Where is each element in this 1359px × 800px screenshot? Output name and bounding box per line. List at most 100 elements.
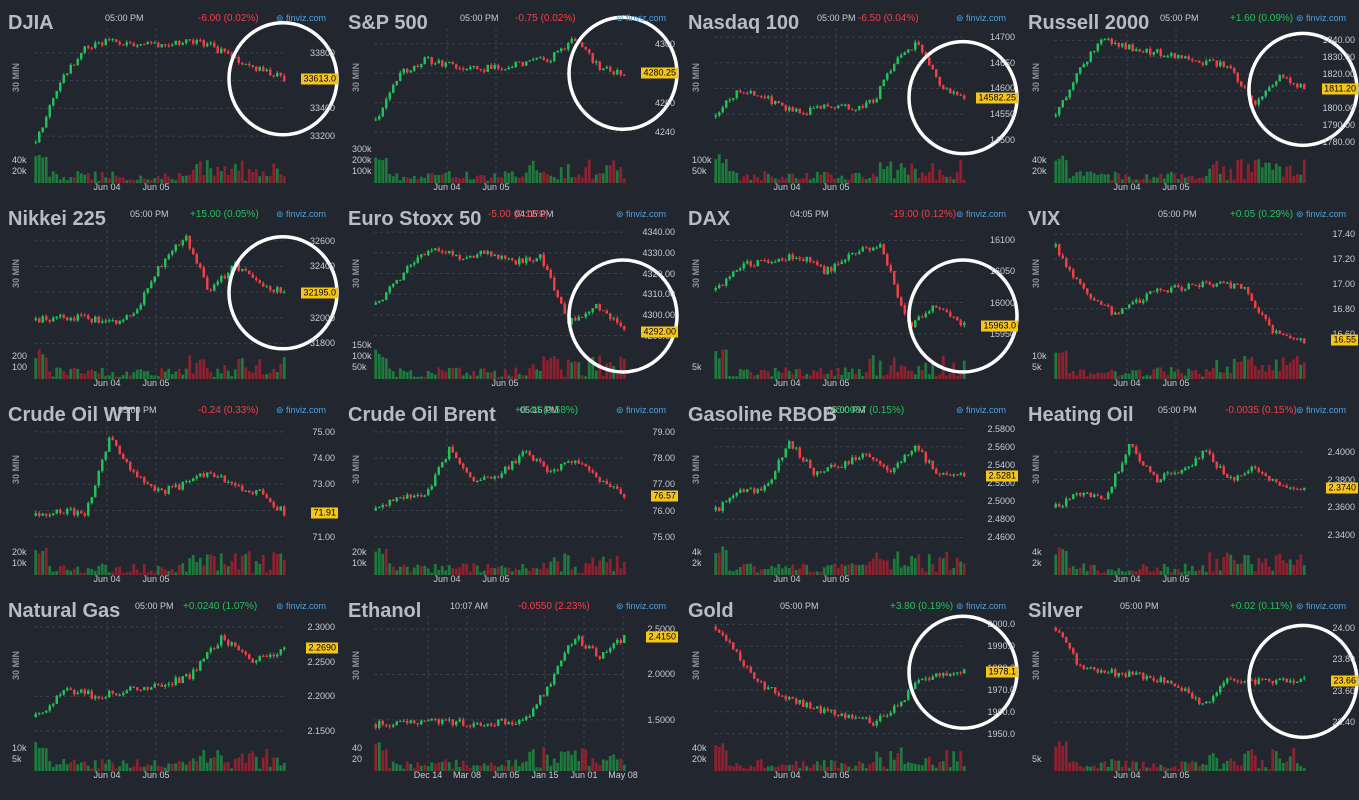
- chart-panel[interactable]: Heating Oil 05:00 PM -0.0035 (0.15%) ⊚ finv…: [1020, 392, 1359, 588]
- candle: [938, 672, 941, 679]
- chart-panel[interactable]: Russell 2000 05:00 PM +1.60 (0.09%) ⊚ finvi…: [1020, 0, 1359, 196]
- volume-bar: [1285, 364, 1289, 379]
- volume-bar: [752, 375, 756, 379]
- volume-bar: [209, 554, 213, 575]
- chart-title[interactable]: VIX: [1028, 208, 1061, 230]
- candle: [223, 633, 226, 642]
- chart-panel[interactable]: Crude Oil Brent 05:16 PM +0.44 (0.58%) ⊚ fi…: [340, 392, 679, 588]
- candle: [819, 704, 822, 715]
- candle: [62, 512, 65, 515]
- finviz-brand-link[interactable]: ⊚ finviz.com: [616, 601, 666, 612]
- candle: [1117, 42, 1120, 49]
- candle: [1173, 683, 1176, 687]
- chart-panel[interactable]: Nasdaq 100 05:00 PM -6.50 (0.04%) ⊚ finviz.…: [680, 0, 1019, 196]
- chart-panel[interactable]: Natural Gas 05:00 PM +0.0240 (1.07%) ⊚ finv…: [0, 588, 339, 784]
- finviz-brand-link[interactable]: ⊚ finviz.com: [1296, 405, 1346, 416]
- chart-panel[interactable]: Silver 05:00 PM +0.02 (0.11%) ⊚ finviz.com 3…: [1020, 588, 1359, 784]
- finviz-brand-link[interactable]: ⊚ finviz.com: [616, 405, 666, 416]
- volume-bar: [875, 552, 879, 575]
- candle: [521, 449, 524, 458]
- candle: [770, 260, 773, 265]
- volume-bar: [58, 764, 62, 771]
- candle: [861, 716, 864, 720]
- chart-title[interactable]: DJIA: [8, 12, 54, 34]
- volume-bar: [1068, 178, 1072, 183]
- chart-title[interactable]: Crude Oil Brent: [348, 404, 496, 426]
- candle: [406, 264, 409, 274]
- chart-panel[interactable]: DJIA 05:00 PM -6.00 (0.02%) ⊚ finviz.com 30 …: [0, 0, 339, 196]
- candle: [602, 480, 605, 483]
- volume-bar: [864, 565, 868, 575]
- chart-title[interactable]: Russell 2000: [1028, 12, 1150, 34]
- finviz-brand-link[interactable]: ⊚ finviz.com: [1296, 13, 1346, 24]
- candle: [115, 39, 118, 43]
- volume-bar: [430, 762, 434, 771]
- chart-title[interactable]: Crude Oil WTI: [8, 404, 141, 426]
- finviz-brand-link[interactable]: ⊚ finviz.com: [956, 209, 1006, 220]
- volume-bar: [556, 179, 560, 183]
- brand-label: finviz.com: [1305, 405, 1346, 415]
- finviz-brand-link[interactable]: ⊚ finviz.com: [1296, 209, 1346, 220]
- chart-title[interactable]: Euro Stoxx 50: [348, 208, 482, 230]
- volume-bar: [391, 371, 395, 379]
- chart-panel[interactable]: Gold 05:00 PM +3.80 (0.19%) ⊚ finviz.com 30 …: [680, 588, 1019, 784]
- chart-panel[interactable]: S&P 500 05:00 PM -0.75 (0.02%) ⊚ finviz.com…: [340, 0, 679, 196]
- chart-panel[interactable]: VIX 05:00 PM +0.05 (0.29%) ⊚ finviz.com 30 M…: [1020, 196, 1359, 392]
- volume-bar: [1127, 570, 1131, 575]
- candle: [188, 234, 191, 251]
- volume-bar: [822, 374, 826, 379]
- candle: [423, 56, 426, 65]
- chart-canvas: [374, 224, 679, 379]
- chart-title[interactable]: Nasdaq 100: [688, 12, 800, 34]
- candle: [714, 113, 717, 119]
- chart-panel[interactable]: Euro Stoxx 50 04:05 PM -5.00 (0.12%) ⊚ finv…: [340, 196, 679, 392]
- candle: [781, 102, 784, 106]
- finviz-brand-link[interactable]: ⊚ finviz.com: [616, 209, 666, 220]
- volume-bar: [1215, 757, 1219, 771]
- candle: [104, 696, 107, 700]
- volume-bar: [763, 171, 767, 183]
- volume-bar: [952, 567, 956, 575]
- chart-title[interactable]: Natural Gas: [8, 600, 121, 622]
- volume-bar: [514, 367, 518, 379]
- chart-title[interactable]: S&P 500: [348, 12, 428, 34]
- candle: [258, 66, 261, 72]
- volume-bar: [44, 156, 48, 183]
- finviz-brand-link[interactable]: ⊚ finviz.com: [956, 13, 1006, 24]
- chart-title[interactable]: Nikkei 225: [8, 208, 106, 230]
- chart-panel[interactable]: DAX 04:05 PM -19.00 (0.12%) ⊚ finviz.com 30 …: [680, 196, 1019, 392]
- volume-bar: [1281, 176, 1285, 183]
- volume-bar: [219, 553, 223, 575]
- volume-bar: [111, 762, 115, 771]
- finviz-brand-link[interactable]: ⊚ finviz.com: [276, 601, 326, 612]
- volume-bar: [612, 160, 616, 183]
- volume-bar: [556, 359, 560, 379]
- chart-title[interactable]: Heating Oil: [1028, 404, 1134, 426]
- candle: [1156, 287, 1159, 294]
- finviz-brand-link[interactable]: ⊚ finviz.com: [276, 405, 326, 416]
- finviz-brand-link[interactable]: ⊚ finviz.com: [1296, 601, 1346, 612]
- chart-panel[interactable]: Crude Oil WTI 05:00 PM -0.24 (0.33%) ⊚ finv…: [0, 392, 339, 588]
- finviz-brand-link[interactable]: ⊚ finviz.com: [956, 601, 1006, 612]
- volume-bar: [808, 179, 812, 183]
- chart-title[interactable]: DAX: [688, 208, 731, 230]
- chart-panel[interactable]: Ethanol 10:07 AM -0.0550 (2.23%) ⊚ finviz.c…: [340, 588, 679, 784]
- finviz-brand-link[interactable]: ⊚ finviz.com: [276, 13, 326, 24]
- volume-bar: [384, 358, 388, 379]
- chart-title[interactable]: Silver: [1028, 600, 1083, 622]
- candle: [872, 456, 875, 462]
- finviz-brand-link[interactable]: ⊚ finviz.com: [616, 13, 666, 24]
- chart-panel[interactable]: Gasoline RBOB 05:00 PM +0.0037 (0.15%) ⊚ fi…: [680, 392, 1019, 588]
- finviz-brand-link[interactable]: ⊚ finviz.com: [276, 209, 326, 220]
- finviz-brand-link[interactable]: ⊚ finviz.com: [956, 405, 1006, 416]
- volume-bar: [37, 155, 41, 183]
- chart-title[interactable]: Gasoline RBOB: [688, 404, 837, 426]
- candle: [125, 40, 128, 48]
- volume-bar: [265, 175, 269, 183]
- chart-title[interactable]: Gold: [688, 600, 734, 622]
- volume-bar: [1264, 371, 1268, 379]
- chart-title[interactable]: Ethanol: [348, 600, 422, 622]
- chart-panel[interactable]: Nikkei 225 05:00 PM +15.00 (0.05%) ⊚ finviz…: [0, 196, 339, 392]
- candle: [1156, 48, 1159, 54]
- candle: [535, 57, 538, 61]
